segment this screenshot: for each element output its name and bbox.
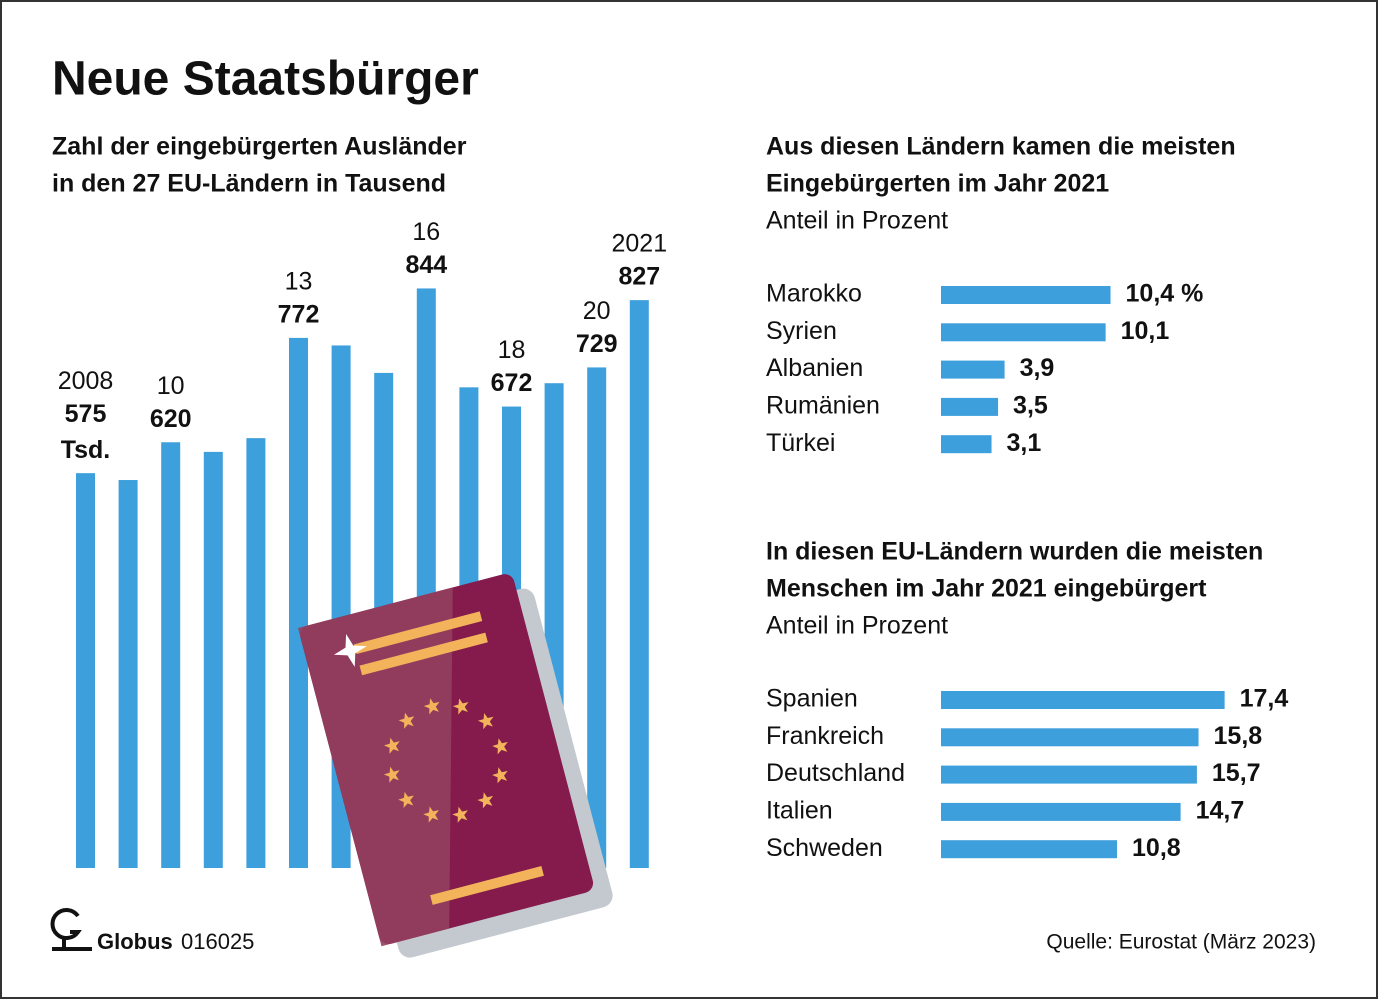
value-label: 15,7 [1212,759,1261,787]
bar [161,442,181,868]
bar [941,728,1199,747]
y-tick-label: Italien [766,797,833,825]
value-label: 3,9 [1020,354,1055,382]
y-tick-label: Marokko [766,280,862,308]
star [398,712,415,729]
value-label: 844 [405,251,447,279]
passport-body [298,574,594,947]
value-label: 10,4 % [1126,280,1204,308]
y-tick-label: Türkei [766,429,835,457]
star [492,738,508,755]
bar [203,451,223,868]
value-label: 15,8 [1214,722,1263,750]
source: Quelle: Eurostat (März 2023) [1046,931,1316,954]
bar [941,691,1225,709]
value-label: 772 [278,301,320,329]
x-tick-label: 18 [498,336,526,364]
value-label: 729 [576,330,618,358]
value-label: 620 [150,405,192,433]
chart-subtitle: In diesen EU-Ländern wurden die meisten [766,538,1263,566]
bar [246,438,266,868]
bar [941,397,999,416]
value-label: 14,7 [1196,797,1245,825]
stripe [353,611,483,655]
star [492,767,508,784]
globus-logo [50,908,92,951]
bar-chart: Zahl der eingebürgerten Ausländer in den … [52,133,667,869]
star [384,737,400,754]
bar [587,367,607,868]
star [398,791,414,808]
bar [941,840,1118,859]
value-label: 17,4 [1240,685,1289,713]
bar [941,435,992,454]
bar [289,337,308,869]
graphic-code: 016025 [181,929,254,954]
star [452,806,468,823]
logo-g [50,908,82,940]
unit-label: Tsd. [61,436,111,464]
star [383,766,400,783]
stripe [430,866,544,905]
y-tick-label: Frankreich [766,722,884,750]
bar [941,286,1111,304]
y-tick-label: Deutschland [766,759,905,787]
star [477,713,494,730]
stripe [359,632,488,676]
value-label: 672 [491,369,533,397]
eu-stars [383,698,508,823]
star [423,698,440,715]
x-tick-label: 20 [583,297,611,325]
y-tick-label: Albanien [766,354,863,382]
value-label: 10,8 [1132,834,1181,862]
bar [941,360,1005,379]
value-label: 3,1 [1007,429,1042,457]
star [423,806,439,823]
x-tick-label: 10 [157,372,185,400]
value-label: 827 [618,263,660,291]
chart-unit: Anteil in Prozent [766,207,948,235]
bar [941,765,1197,784]
x-tick-label: 2021 [611,230,667,258]
value-label: 10,1 [1121,317,1170,345]
bar [629,300,649,868]
value-label: 3,5 [1013,392,1048,420]
brand: Globus [97,929,173,954]
chart-subtitle: Zahl der eingebürgerten Ausländer [52,133,467,161]
x-tick-label: 2008 [58,367,114,395]
cover-highlight [298,587,453,947]
side-charts: Aus diesen Ländern kamen die meisten Eing… [766,133,1288,862]
chart-subtitle: Eingebürgerten im Jahr 2021 [766,170,1109,198]
y-tick-label: Rumänien [766,392,880,420]
chart-subtitle: Aus diesen Ländern kamen die meisten [766,133,1236,161]
bar [118,480,138,868]
star [477,792,494,809]
y-tick-label: Syrien [766,317,837,345]
x-tick-label: 16 [412,218,440,246]
sparkle [333,633,367,667]
bar [941,323,1106,342]
chart-subtitle: Menschen im Jahr 2021 eingebürgert [766,575,1207,603]
star [452,698,469,715]
y-tick-label: Schweden [766,834,883,862]
value-label: 575 [65,400,107,428]
chart-unit: Anteil in Prozent [766,612,948,640]
chart-subtitle: in den 27 EU-Ländern in Tausend [52,170,446,198]
bar [76,473,95,868]
y-tick-label: Spanien [766,685,858,713]
main-title: Neue Staatsbürger [52,53,479,106]
bar [941,802,1181,821]
x-tick-label: 13 [285,268,313,296]
passport-illustration [298,574,613,958]
